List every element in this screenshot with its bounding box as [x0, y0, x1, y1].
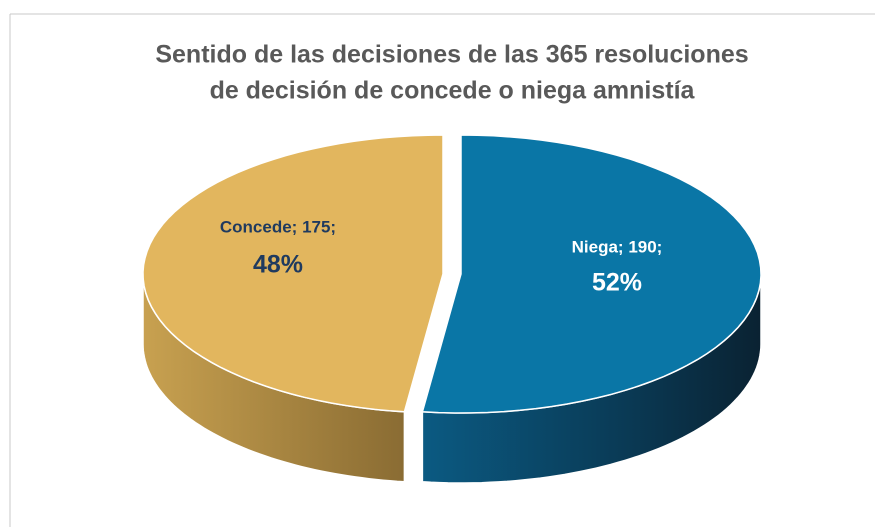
percent-label: 48%: [253, 251, 303, 279]
data-label: Concede; 175;: [220, 217, 336, 236]
slice: [421, 134, 762, 414]
slice: [142, 134, 444, 413]
data-label: Niega; 190;: [572, 237, 663, 256]
chart-title: de decisión de concede o niega amnistía: [210, 77, 696, 105]
chart-title: Sentido de las decisiones de las 365 res…: [155, 41, 748, 69]
pie: [142, 134, 762, 484]
percent-label: 52%: [592, 269, 642, 297]
